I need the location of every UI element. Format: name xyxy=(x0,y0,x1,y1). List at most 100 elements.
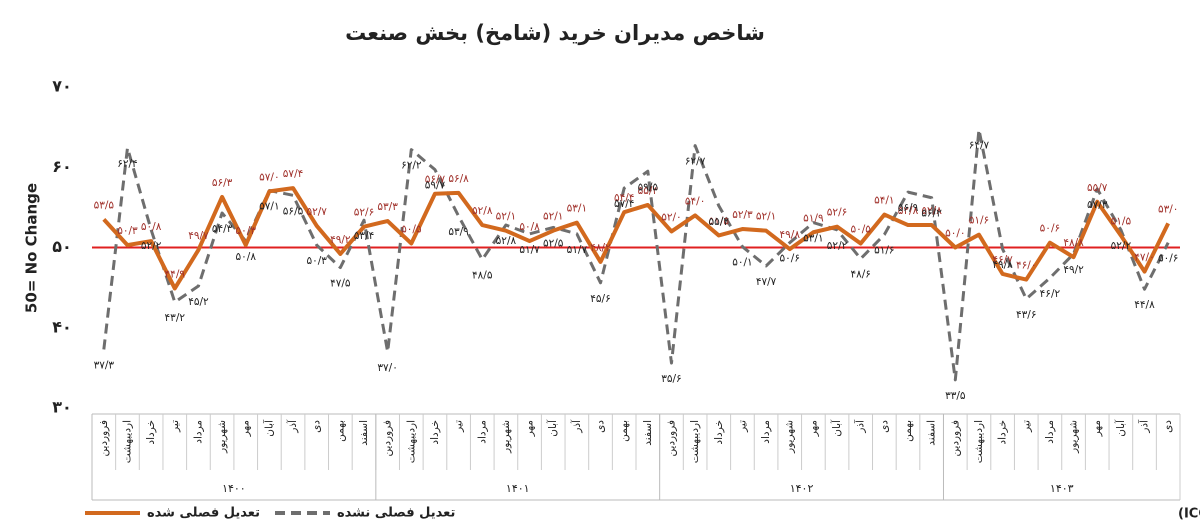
group-label: ۱۴۰۳ xyxy=(1050,482,1074,495)
data-label: ۵۶/۳ xyxy=(212,177,233,189)
data-label: ۵۷/۰ xyxy=(259,171,279,183)
data-label: ۴۹/۲ xyxy=(330,234,351,246)
group-label: ۱۴۰۲ xyxy=(790,482,814,495)
legend-label: تعدیل فصلی شده xyxy=(147,506,260,521)
data-label: ۵۰/۰ xyxy=(945,228,965,240)
data-label: ۵۰/۸ xyxy=(519,221,540,233)
x-tick-label: تیر xyxy=(169,420,181,433)
data-label: ۵۰/۵ xyxy=(850,223,871,235)
data-label: ۳۳/۵ xyxy=(945,390,966,402)
data-label: ۵۰/۸ xyxy=(236,251,257,263)
data-label: ۴۹/۸ xyxy=(780,229,801,241)
data-label: ۵۳/۵ xyxy=(94,199,115,211)
x-tick-label: مهر xyxy=(1091,420,1103,437)
data-label: ۵۶/۹ xyxy=(898,202,919,214)
data-label: ۵۰/۳ xyxy=(306,255,327,267)
x-tick-label: مرداد xyxy=(192,420,204,444)
data-label: ۵۱/۵ xyxy=(709,215,730,227)
data-label: ۵۰/۶ xyxy=(780,253,800,265)
data-label: ۴۷/۷ xyxy=(756,276,777,288)
data-label: ۵۲/۱ xyxy=(496,211,516,223)
y-axis-label: 50= No Change xyxy=(23,183,41,313)
x-tick-label: تیر xyxy=(1020,420,1032,433)
data-label: ۵۶/۷ xyxy=(425,174,446,186)
data-label: ۴۸/۵ xyxy=(472,270,493,282)
x-tick-label: آذر xyxy=(570,419,583,434)
x-tick-label: اردیبهشت xyxy=(121,420,133,463)
x-tick-label: فروردین xyxy=(665,420,677,457)
series-line xyxy=(102,128,1170,382)
x-tick-label: تیر xyxy=(736,420,748,433)
x-tick-label: آبان xyxy=(546,419,559,437)
x-tick-label: دی xyxy=(311,420,323,433)
data-label: ۴۸/۲ xyxy=(590,242,611,254)
data-label: ۵۰/۳ xyxy=(117,225,138,237)
data-label: ۵۰/۸ xyxy=(141,221,162,233)
x-tick-label: دی xyxy=(1162,420,1174,433)
x-tick-label: خرداد xyxy=(713,420,725,445)
x-tick-label: شهریور xyxy=(1068,420,1080,454)
source: منبع: اتاق بازرگانی، صنایع، معادن و کشاو… xyxy=(1178,506,1200,522)
data-label: ۵۳/۹ xyxy=(448,226,469,238)
x-tick-label: دی xyxy=(878,420,890,433)
x-tick-label: مرداد xyxy=(1044,420,1056,444)
x-tick-label: بهمن xyxy=(618,420,630,442)
data-label: ۵۴/۳ xyxy=(212,223,233,235)
data-label: ۴۴/۸ xyxy=(1134,299,1155,311)
x-tick-label: مرداد xyxy=(760,420,772,444)
data-label: ۵۲/۲ xyxy=(141,240,162,252)
data-label: ۵۹/۷ xyxy=(425,180,446,192)
data-label: ۴۹/۸ xyxy=(992,259,1013,271)
x-tick-label: بهمن xyxy=(902,420,914,442)
data-label: ۵۷/۴ xyxy=(283,168,303,180)
data-label: ۵۴/۰ xyxy=(685,195,705,207)
x-tick-label: آذر xyxy=(854,419,867,434)
y-tick-label: ۶۰ xyxy=(52,157,72,176)
x-tick-label: اسفند xyxy=(642,420,654,446)
data-label: ۵۲/۸ xyxy=(472,205,493,217)
data-label: ۵۵/۳ xyxy=(638,185,659,197)
data-label: ۴۸/۶ xyxy=(850,269,870,281)
data-label: ۳۷/۰ xyxy=(377,362,397,374)
data-label: ۵۳/۰ xyxy=(1158,203,1178,215)
data-label: ۶۲/۲ xyxy=(401,160,422,172)
x-tick-label: مرداد xyxy=(476,420,488,444)
data-label: ۵۹/۵ xyxy=(638,181,659,193)
data-label: ۵۳/۱ xyxy=(567,203,587,215)
x-tick-label: اردیبهشت xyxy=(405,420,417,463)
data-label: ۵۲/۳ xyxy=(732,209,753,221)
data-label: ۵۲/۲ xyxy=(1111,240,1132,252)
x-tick-label: آذر xyxy=(286,419,299,434)
x-tick-label: فروردین xyxy=(382,420,394,457)
x-tick-label: آبان xyxy=(1114,419,1127,437)
y-tick-label: ۴۰ xyxy=(52,317,72,336)
data-label: ۵۶/۵ xyxy=(283,205,304,217)
data-label: ۴۸/۸ xyxy=(1063,237,1084,249)
data-label: ۵۴/۱ xyxy=(874,195,894,207)
y-tick-label: ۷۰ xyxy=(52,77,72,96)
data-label: ۵۵/۲ xyxy=(709,216,730,228)
data-label: ۴۵/۲ xyxy=(188,296,209,308)
data-label: ۴۳/۶ xyxy=(1016,309,1036,321)
data-label: ۵۱/۷ xyxy=(567,244,588,256)
data-label: ۴۶/۲ xyxy=(1040,288,1061,300)
x-tick-label: اسفند xyxy=(358,420,370,446)
x-tick-label: اردیبهشت xyxy=(689,420,701,463)
x-tick-label: خرداد xyxy=(429,420,441,445)
data-label: ۵۱/۶ xyxy=(874,245,894,257)
data-label: ۵۷/۴ xyxy=(614,198,634,210)
data-label: ۵۱/۹ xyxy=(803,212,824,224)
data-label: ۵۰/۶ xyxy=(1040,223,1060,235)
x-tick-label: آبان xyxy=(830,419,843,437)
data-label: ۴۶/۰ xyxy=(1016,260,1036,272)
x-tick-label: فروردین xyxy=(98,420,110,457)
data-label: ۴۷/۰ xyxy=(1134,252,1154,264)
group-label: ۱۴۰۰ xyxy=(222,482,246,495)
x-tick-label: دی xyxy=(595,420,607,433)
data-label: ۵۲/۷ xyxy=(306,206,327,218)
x-tick-label: اردیبهشت xyxy=(973,420,985,463)
data-label: ۵۰/۳ xyxy=(236,225,257,237)
x-tick-label: آذر xyxy=(1138,419,1151,434)
data-label: ۵۷/۱ xyxy=(259,201,279,213)
